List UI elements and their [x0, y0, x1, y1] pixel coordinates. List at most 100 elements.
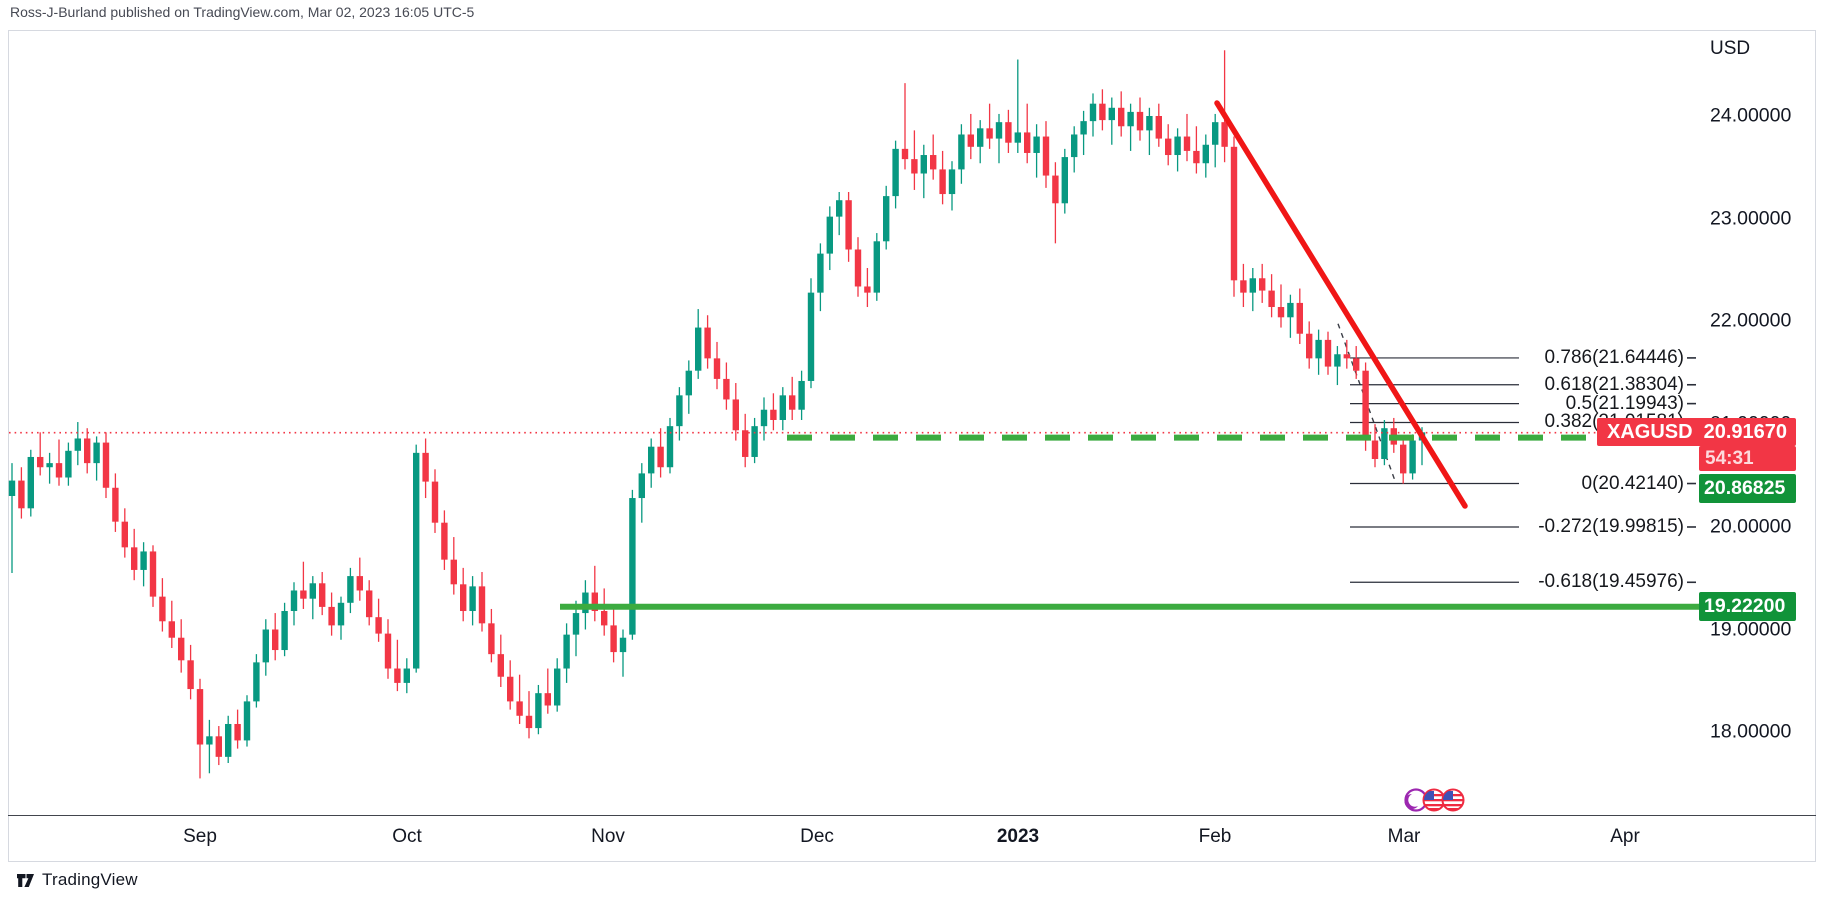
price-axis-tick-label: 23.00000 — [1710, 207, 1792, 230]
candle-body — [300, 590, 307, 599]
candle-body — [995, 122, 1003, 139]
candle-body — [93, 442, 100, 464]
candle-body — [149, 551, 157, 597]
flag-stripe — [1424, 808, 1444, 810]
candle-body — [1277, 307, 1285, 318]
candle-body — [713, 358, 721, 379]
candlestick-series — [8, 50, 1426, 779]
last-price-label: XAGUSD 20.91670 — [1597, 418, 1796, 446]
candle-body — [948, 169, 956, 195]
candle-body — [1174, 136, 1181, 156]
candle-body — [1371, 440, 1379, 460]
candle-body — [939, 169, 946, 195]
candle-body — [854, 249, 862, 287]
candle-body — [977, 128, 984, 147]
tradingview-logo-icon — [17, 873, 34, 887]
candle-body — [817, 253, 824, 293]
candle-body — [403, 668, 410, 683]
candle-body — [1381, 428, 1388, 460]
candle-body — [413, 452, 420, 669]
candle-body — [1400, 444, 1407, 474]
time-axis-label-feb[interactable]: Feb — [1198, 826, 1232, 847]
candle-body — [1230, 146, 1238, 281]
candle-body — [1324, 339, 1332, 367]
time-axis-label-dec[interactable]: Dec — [800, 826, 834, 847]
attribution-text[interactable]: Ross-J-Burland published on TradingView.… — [10, 4, 475, 20]
candle-body — [742, 430, 749, 457]
flag-canton — [1443, 791, 1453, 800]
candle-body — [1183, 136, 1191, 151]
flag-stripe — [1424, 799, 1444, 802]
candle-body — [920, 155, 927, 174]
candle-body — [892, 148, 899, 197]
time-axis-label-sep[interactable]: Sep — [183, 826, 217, 847]
candle-body — [356, 576, 363, 591]
candle-body — [309, 583, 316, 599]
candle-body — [516, 701, 523, 716]
candle-body — [1099, 103, 1106, 121]
candle-body — [1362, 370, 1369, 441]
candle-body — [798, 380, 805, 410]
candle-body — [676, 395, 683, 427]
candle-body — [253, 662, 260, 702]
candle-body — [591, 592, 598, 612]
candle-body — [901, 148, 909, 160]
candle-body — [789, 395, 796, 410]
candle-body — [666, 426, 674, 468]
candle-body — [864, 286, 871, 293]
candle-body — [337, 602, 345, 626]
candle-body — [535, 693, 542, 729]
candle-body — [732, 399, 739, 431]
candle-body — [1315, 339, 1322, 359]
candle-body — [18, 480, 25, 509]
time-axis-label-nov[interactable]: Nov — [591, 826, 625, 847]
price-axis-tick-label: 22.00000 — [1710, 309, 1792, 332]
candle-body — [394, 668, 401, 683]
time-axis-label-mar[interactable]: Mar — [1387, 826, 1421, 847]
candle-body — [1052, 175, 1059, 204]
candle-body — [986, 128, 993, 139]
time-axis-label-apr[interactable]: Apr — [1610, 826, 1640, 847]
time-axis-label-2023[interactable]: 2023 — [996, 826, 1040, 847]
candle-body — [1334, 354, 1341, 367]
candle-body — [121, 521, 128, 548]
price-axis-currency-label: USD — [1710, 38, 1751, 59]
tradingview-logo[interactable]: TradingView — [16, 870, 138, 890]
fib-level-label: 0(20.42140) — [1581, 472, 1684, 494]
candle-body — [441, 522, 448, 560]
fib-level-label: 0.618(21.38304) — [1544, 373, 1684, 395]
candle-body — [74, 438, 81, 451]
flag-canton — [1424, 791, 1434, 800]
candle-body — [131, 547, 138, 570]
candle-body — [1155, 116, 1162, 139]
flag-stripe — [1443, 799, 1463, 802]
candle-body — [1287, 302, 1294, 318]
candle-body — [262, 629, 269, 663]
candle-body — [84, 438, 91, 464]
chart-plot-area — [8, 30, 1816, 862]
time-axis-label-oct[interactable]: Oct — [392, 826, 422, 847]
candle-body — [751, 426, 758, 457]
candle-body — [112, 487, 119, 522]
candle-body — [1212, 122, 1219, 145]
candle-body — [638, 473, 645, 499]
candle-body — [384, 633, 392, 669]
candle-body — [1268, 290, 1275, 308]
candle-body — [1193, 150, 1200, 164]
candle-body — [601, 611, 608, 626]
candle-body — [563, 634, 570, 669]
candle-body — [488, 623, 495, 655]
candle-body — [1146, 116, 1153, 131]
candle-body — [8, 480, 16, 496]
price-axis-tick-label: 20.00000 — [1710, 515, 1792, 538]
candle-body — [826, 216, 833, 254]
candle-body — [469, 586, 476, 612]
candle-body — [507, 676, 514, 702]
fib-level-label: -0.618(19.45976) — [1538, 571, 1684, 593]
candle-body — [347, 576, 354, 603]
candle-body — [685, 370, 692, 396]
candle-body — [779, 395, 786, 420]
candle-body — [1306, 333, 1313, 359]
